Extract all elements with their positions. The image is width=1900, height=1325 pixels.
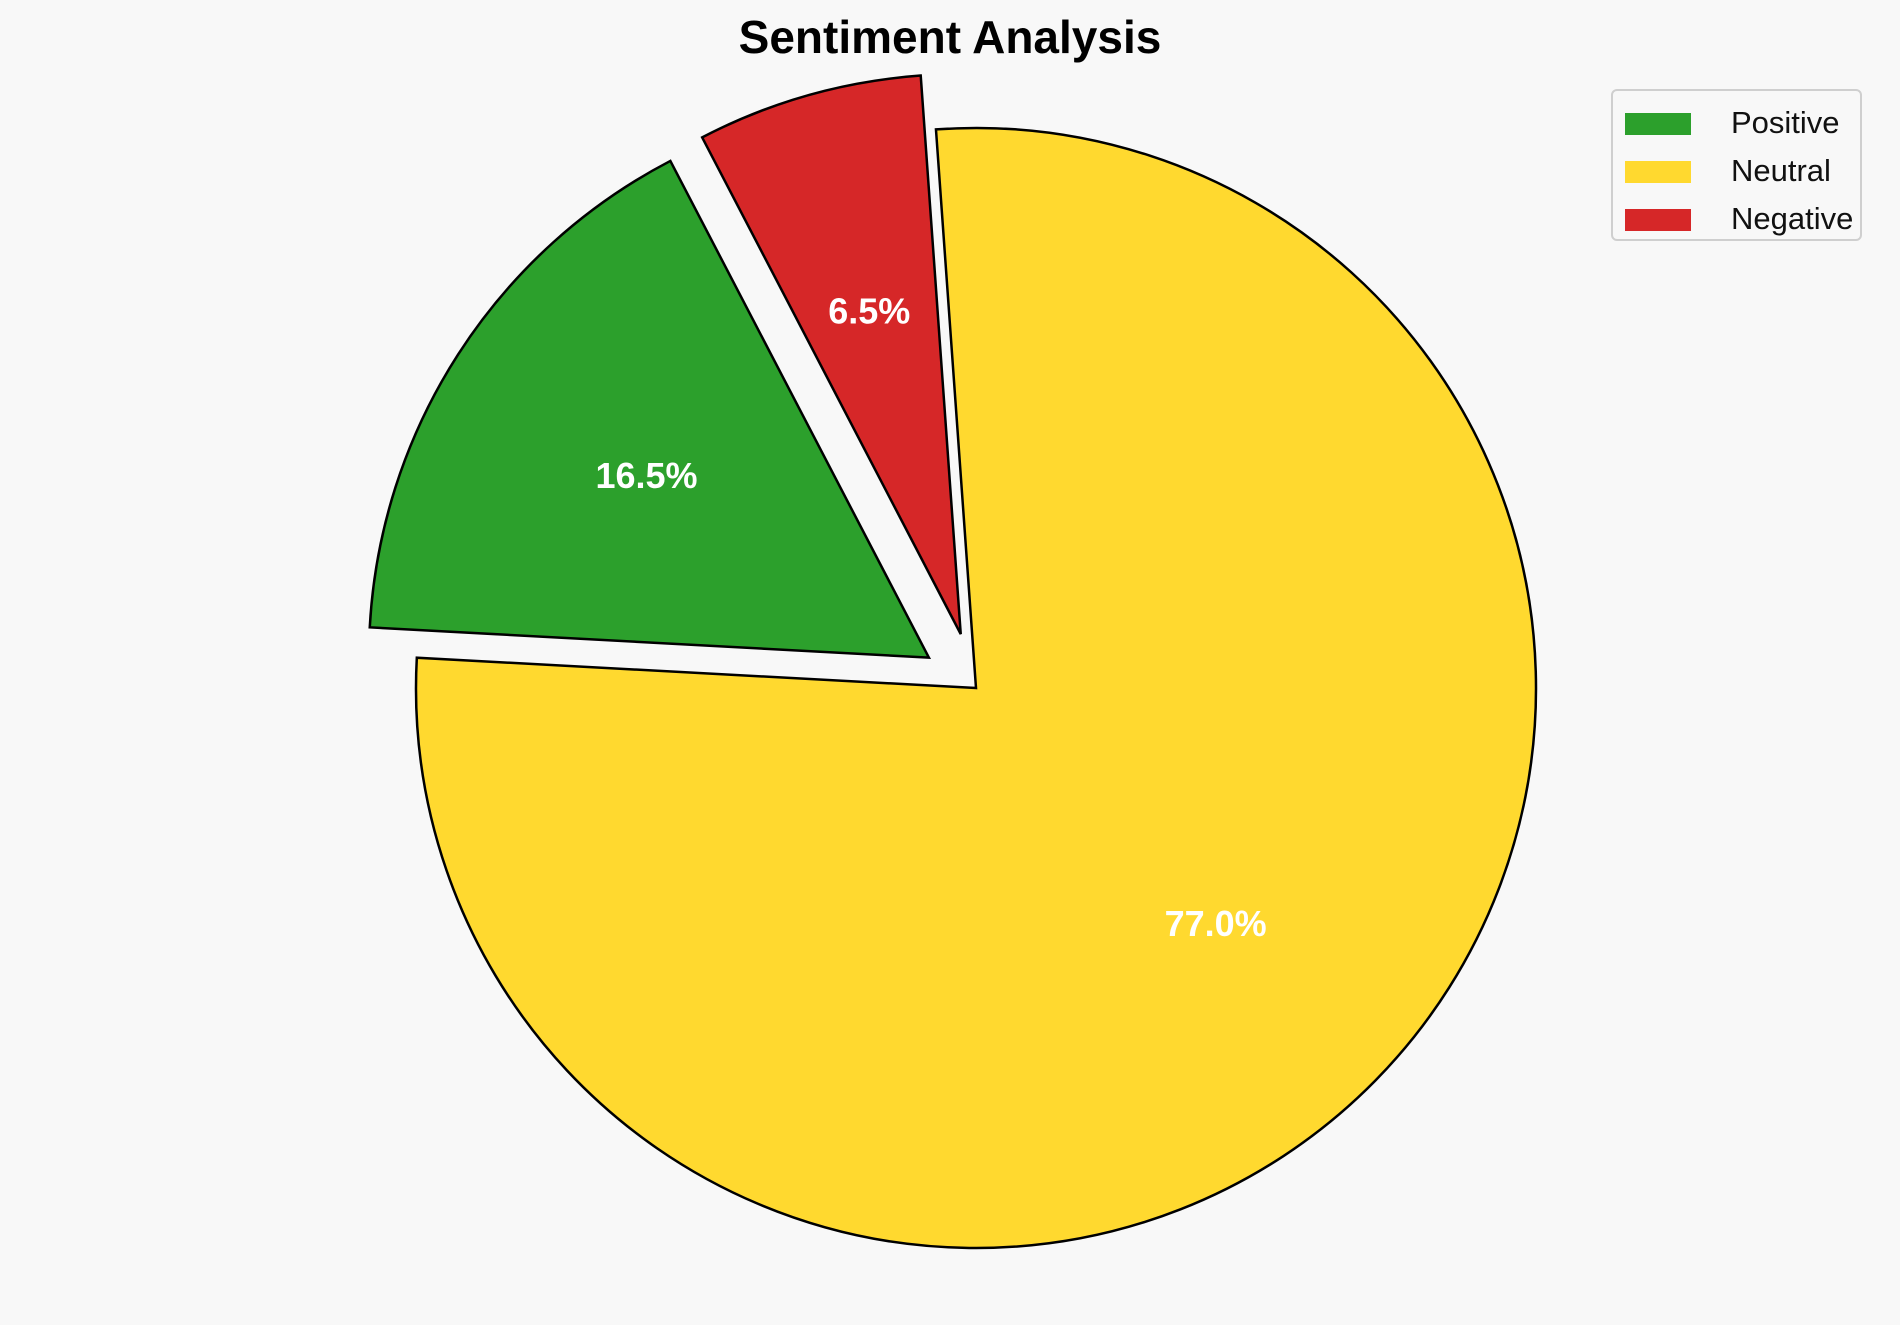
- legend-item-positive: Positive: [1625, 99, 1855, 140]
- legend-swatch-positive: [1625, 113, 1691, 135]
- legend-label-positive: Positive: [1731, 105, 1840, 140]
- pie-slice-neutral: [414, 126, 1538, 1250]
- pie-slice-negative: [700, 74, 962, 635]
- chart-title: Sentiment Analysis: [738, 11, 1162, 63]
- pie-slice-positive: [368, 159, 932, 660]
- legend-label-negative: Negative: [1731, 201, 1854, 236]
- pie-label-neutral: 77.0%: [1165, 903, 1267, 944]
- pie-label-negative: 6.5%: [828, 290, 910, 331]
- legend-swatch-neutral: [1625, 161, 1691, 183]
- legend-label-neutral: Neutral: [1731, 153, 1831, 188]
- legend: Positive Neutral Negative: [1611, 89, 1862, 241]
- legend-item-neutral: Neutral: [1625, 147, 1855, 188]
- legend-item-negative: Negative: [1625, 195, 1855, 236]
- legend-swatch-negative: [1625, 209, 1691, 231]
- pie-label-positive: 16.5%: [595, 455, 697, 496]
